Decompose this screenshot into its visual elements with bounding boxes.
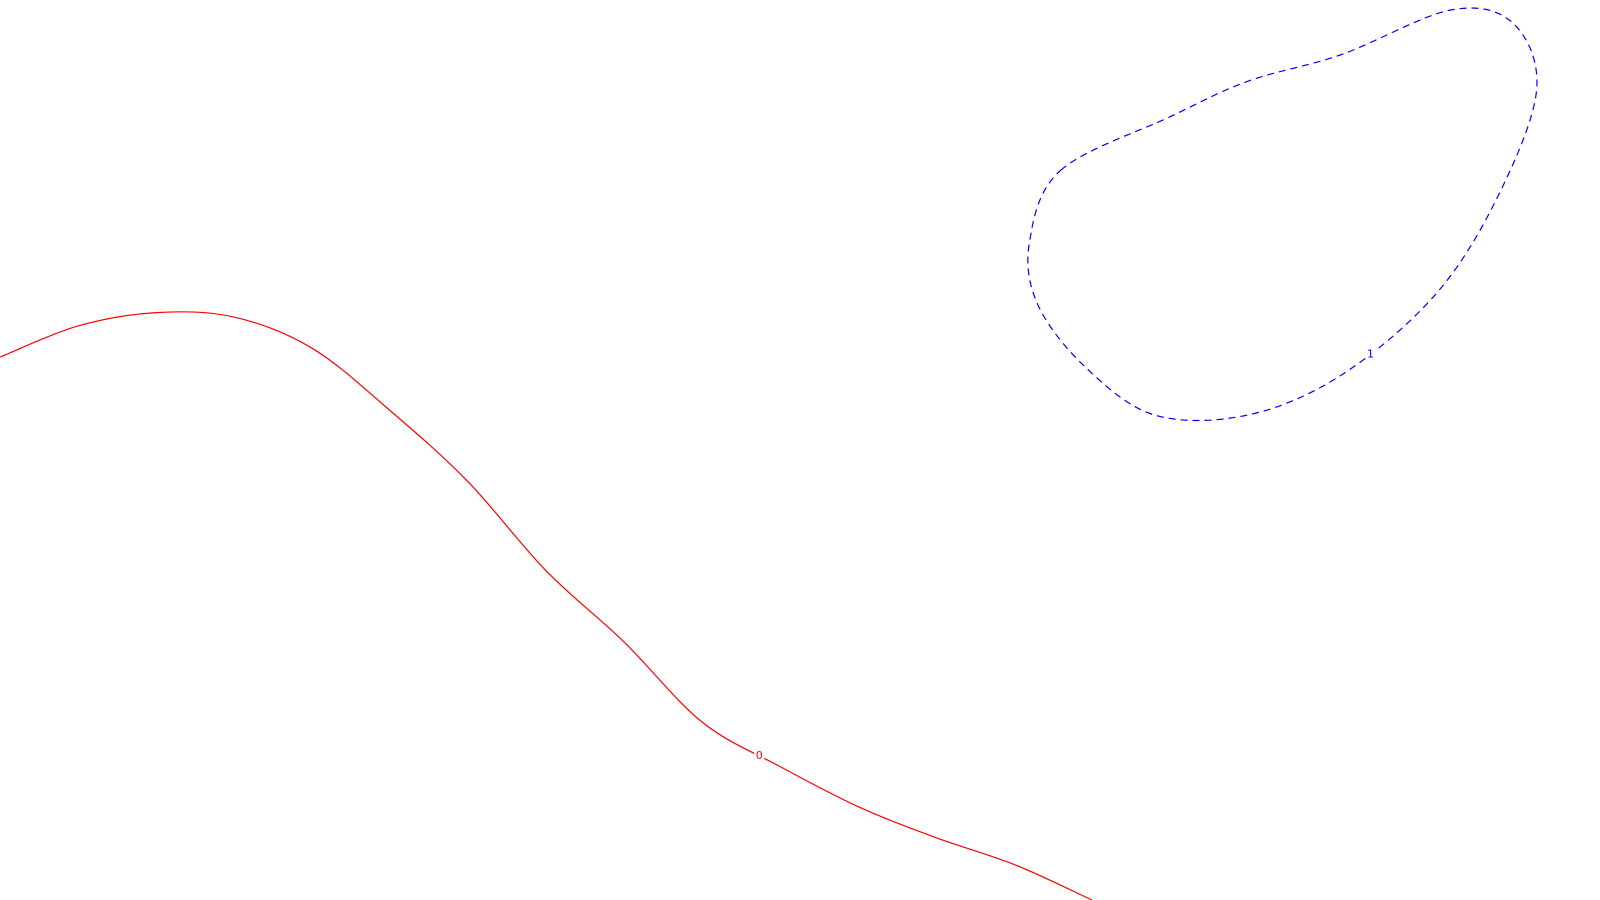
- series-layer: [0, 7, 1538, 900]
- contour-label-bg-1: [1365, 347, 1376, 362]
- contour-label-0: 0: [756, 749, 763, 762]
- contour-line-1: [1027, 7, 1538, 422]
- contour-line-0: [0, 311, 1093, 900]
- label-layer: 01: [754, 347, 1376, 763]
- contour-label-1: 1: [1367, 348, 1374, 361]
- contour-label-bg-0: [754, 748, 765, 763]
